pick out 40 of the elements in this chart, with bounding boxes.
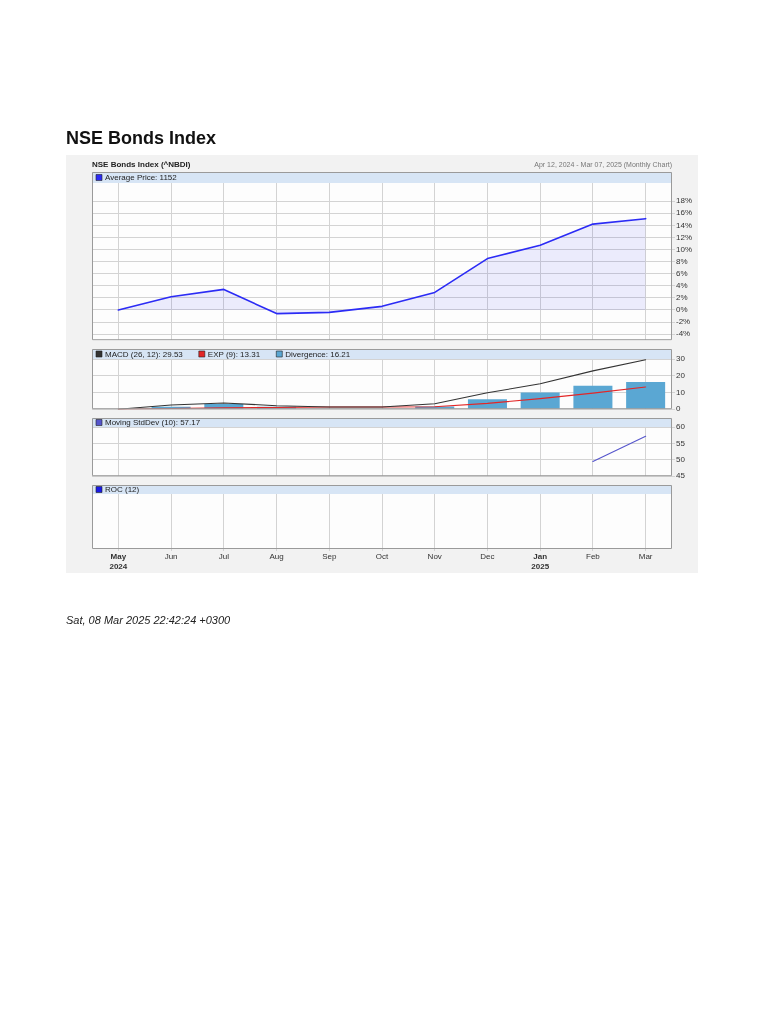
y-tick-label: 0%	[676, 305, 688, 315]
y-tick-label: 10	[676, 387, 686, 397]
y-tick-label: -2%	[676, 317, 691, 327]
legend-label: Divergence: 16.21	[285, 349, 351, 359]
chart-subtitle: NSE Bonds Index (^NBDI)	[92, 160, 191, 169]
legend-label: MACD (26, 12): 29.53	[105, 349, 184, 359]
y-tick-label: 12%	[676, 232, 693, 242]
category-label: Oct	[375, 552, 389, 561]
legend-label: Average Price: 1152	[105, 173, 178, 183]
y-tick-label: 8%	[676, 256, 688, 266]
category-label: Sep	[322, 552, 337, 561]
y-tick-label: 30	[676, 354, 686, 364]
y-tick-label: 16%	[676, 208, 693, 218]
y-tick-label: 60	[676, 422, 686, 432]
category-label: Dec	[480, 552, 495, 561]
category-label: Jan 2025	[531, 552, 550, 571]
category-label: Mar	[638, 552, 653, 561]
y-tick-label: -4%	[676, 329, 691, 339]
legend-label: Moving StdDev (10): 57.17	[105, 418, 201, 428]
legend-label: ROC (12)	[105, 485, 140, 495]
y-tick-label: 2%	[676, 293, 688, 303]
y-tick-label: 45	[676, 471, 686, 481]
y-tick-label: 10%	[676, 244, 693, 254]
y-tick-label: 55	[676, 438, 686, 448]
text: Sat, 08 Mar 2025 22:42:24 +0300	[66, 614, 231, 626]
category-label: Jul	[218, 552, 230, 561]
y-tick-label: 18%	[676, 196, 693, 206]
category-label: Jun	[164, 552, 178, 561]
y-tick-label: 0	[676, 404, 681, 414]
y-tick-label: 50	[676, 455, 686, 464]
category-label: May 2024	[109, 552, 128, 571]
legend-label: EXP (9): 13.31	[207, 349, 261, 359]
y-tick-label: 4%	[676, 280, 688, 290]
y-tick-label: 14%	[676, 220, 693, 230]
category-label: Feb	[586, 552, 601, 561]
y-tick-label: 20	[676, 370, 686, 380]
chart-title: NSE Bonds Index	[66, 128, 217, 149]
y-tick-label: 6%	[676, 268, 688, 278]
category-label: Aug	[269, 552, 284, 561]
category-label: Nov	[427, 552, 442, 561]
